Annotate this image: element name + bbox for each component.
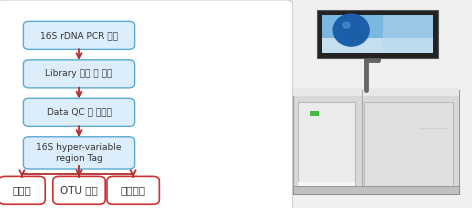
FancyBboxPatch shape [293, 186, 459, 194]
Ellipse shape [343, 22, 350, 28]
Ellipse shape [333, 14, 369, 46]
FancyBboxPatch shape [0, 0, 293, 208]
FancyBboxPatch shape [24, 60, 135, 88]
FancyBboxPatch shape [293, 90, 459, 194]
FancyBboxPatch shape [24, 137, 135, 169]
FancyBboxPatch shape [322, 15, 433, 53]
FancyBboxPatch shape [293, 88, 459, 96]
FancyBboxPatch shape [24, 21, 135, 49]
FancyBboxPatch shape [298, 102, 355, 186]
Bar [310, 111, 319, 116]
Text: 16S rDNA PCR 증폭: 16S rDNA PCR 증폭 [40, 31, 118, 40]
Text: Library 제작 및 해독: Library 제작 및 해독 [45, 69, 113, 78]
FancyBboxPatch shape [383, 15, 433, 53]
Text: 계통분석: 계통분석 [121, 185, 146, 195]
Text: 종분류: 종분류 [13, 185, 31, 195]
FancyBboxPatch shape [317, 10, 438, 58]
FancyBboxPatch shape [322, 38, 433, 53]
Text: Data QC 및 필터링: Data QC 및 필터링 [47, 108, 111, 117]
FancyBboxPatch shape [364, 102, 453, 186]
Text: OTU 분석: OTU 분석 [60, 185, 98, 195]
FancyBboxPatch shape [107, 176, 160, 204]
FancyBboxPatch shape [298, 182, 355, 186]
FancyBboxPatch shape [0, 176, 45, 204]
Text: 16S hyper-variable
region Tag: 16S hyper-variable region Tag [36, 143, 122, 163]
FancyBboxPatch shape [24, 98, 135, 126]
FancyBboxPatch shape [53, 176, 105, 204]
